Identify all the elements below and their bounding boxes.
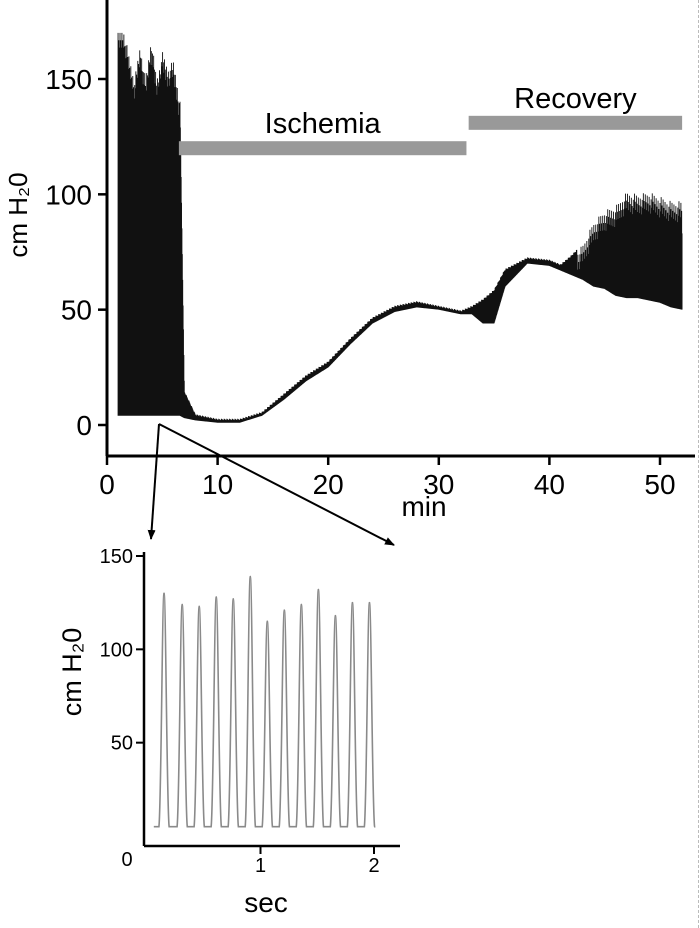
pressure-trace-line xyxy=(117,32,683,423)
inset-peak-point xyxy=(163,592,165,595)
x-tick-label: 50 xyxy=(644,469,675,500)
phase-bars: Ischemia Recovery xyxy=(178,83,683,156)
y-tick-label: 0 xyxy=(76,410,92,441)
inset-peak-point xyxy=(232,598,235,600)
inset-peak-point xyxy=(334,614,337,617)
inset-peak-point xyxy=(317,588,320,591)
x-axis-label: min xyxy=(401,491,446,522)
x-tick-label: 40 xyxy=(534,469,565,500)
inset-peak-point xyxy=(249,575,252,578)
pressure-trace xyxy=(117,32,683,423)
inset-peak-point xyxy=(368,601,371,604)
inset-x-axis-ticks: 0 1 2 xyxy=(121,846,380,877)
x-tick-label: 30 xyxy=(423,469,454,500)
inset-y-tick-label: 50 xyxy=(111,733,133,755)
y-tick-label: 100 xyxy=(45,179,92,210)
inset-peak-point xyxy=(181,603,183,606)
inset-peak-point xyxy=(300,603,303,606)
x-tick-label: 0 xyxy=(99,469,115,500)
inset-waveform xyxy=(153,575,376,828)
inset-y-axis-ticks: 50 100 150 xyxy=(100,546,144,755)
zoom-arrows xyxy=(147,423,395,546)
x-tick-label: 10 xyxy=(202,469,233,500)
inset-peak-point xyxy=(266,620,269,623)
inset-peak-point xyxy=(283,609,286,611)
phase-bar-ischemia xyxy=(178,141,467,156)
phase-bar-recovery xyxy=(468,115,683,130)
x-tick-label: 20 xyxy=(313,469,344,500)
inset-peak-point xyxy=(198,605,201,608)
phase-label-recovery: Recovery xyxy=(514,83,637,115)
inset-x-tick-label: 2 xyxy=(368,855,379,877)
y-axis-ticks: 0 50 100 150 xyxy=(45,64,107,441)
zoom-arrow-right xyxy=(158,423,395,546)
y-axis-label: cm H₂0 xyxy=(3,172,33,257)
inset-pressure-trace xyxy=(153,575,376,828)
inset-y-axis-label: cm H₂0 xyxy=(57,628,87,717)
y-tick-label: 50 xyxy=(61,295,92,326)
inset-x-tick-label: 0 xyxy=(121,849,132,871)
inset-peak-point xyxy=(215,596,218,598)
inset-x-tick-label: 1 xyxy=(255,855,266,877)
zoom-arrow-left xyxy=(147,423,160,540)
figure-border-line xyxy=(698,0,699,928)
inset-x-axis-label: sec xyxy=(244,887,288,918)
x-axis-ticks: 0 10 20 30 40 50 xyxy=(99,456,676,500)
y-tick-label: 150 xyxy=(45,64,92,95)
inset-peak-point xyxy=(351,601,354,604)
phase-label-ischemia: Ischemia xyxy=(265,108,382,140)
inset-chart: 0 1 2 50 100 150 sec cm H₂0 xyxy=(57,546,400,918)
inset-y-tick-label: 100 xyxy=(100,639,133,661)
inset-y-tick-label: 150 xyxy=(100,546,133,568)
main-chart: Ischemia Recovery 0 10 20 30 40 50 0 50 100 150 m… xyxy=(3,0,695,522)
